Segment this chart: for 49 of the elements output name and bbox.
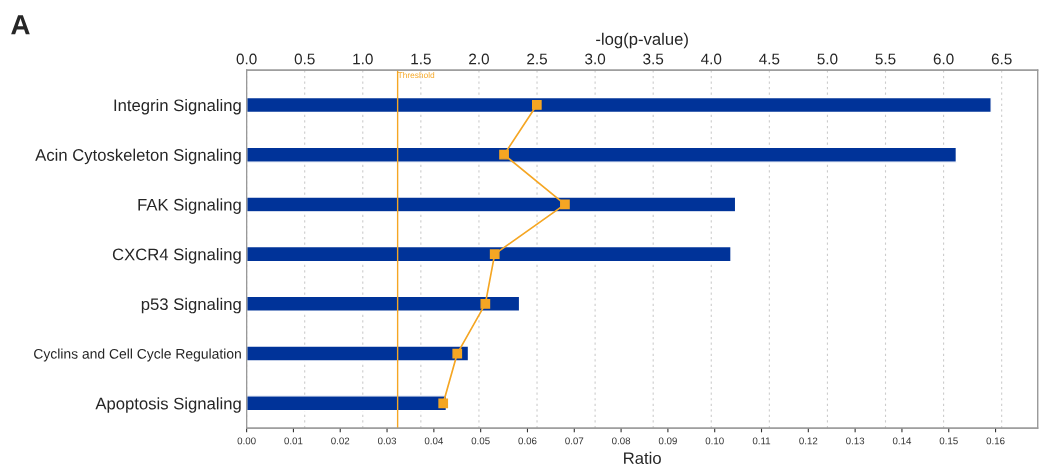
point <box>452 348 463 359</box>
x2-tick-label: 5.0 <box>817 53 838 65</box>
x2-tick-label: 3.5 <box>643 53 664 65</box>
point <box>560 199 570 210</box>
x2-tick-label: 5.5 <box>875 53 896 65</box>
x-tick-label: 0.07 <box>565 437 584 445</box>
point <box>499 149 509 160</box>
x2-tick-label: 0.5 <box>294 53 315 65</box>
x-tick-label: 0.01 <box>284 437 303 445</box>
x-axis-title: Ratio <box>624 451 661 465</box>
x2-tick-label: 3.0 <box>585 53 606 65</box>
x-tick-label: 0.06 <box>518 437 537 445</box>
x2-tick-label: 4.0 <box>701 53 722 65</box>
x-tick-label: 0.10 <box>705 437 724 445</box>
point <box>489 249 500 259</box>
x2-tick-label: 2.0 <box>469 53 489 65</box>
x-tick-label: 0.14 <box>892 437 912 445</box>
y-tick-label: CXCR4 Signaling <box>112 248 241 264</box>
x2-tick-label: 1.5 <box>411 53 431 65</box>
x2-tick-label: 2.5 <box>527 53 548 65</box>
ref-line-label: Threshold <box>397 71 435 79</box>
x2-axis-title: -log(p-value) <box>596 32 688 49</box>
x-tick-label: 0.11 <box>752 437 771 445</box>
x-tick-label: 0.15 <box>939 437 958 445</box>
x2-tick-label: 6.0 <box>933 53 954 65</box>
point <box>480 298 491 309</box>
x-tick-label: 0.00 <box>237 437 256 445</box>
x2-tick-label: 6.5 <box>991 53 1012 65</box>
y-tick-label: FAK Signaling <box>138 198 241 214</box>
y-tick-label: Apoptosis Signaling <box>95 397 241 413</box>
x-tick-label: 0.03 <box>377 437 397 445</box>
x-tick-label: 0.13 <box>846 437 865 445</box>
x-tick-label: 0.04 <box>424 437 444 445</box>
x-tick-label: 0.05 <box>471 437 490 445</box>
point <box>438 398 449 409</box>
x2-tick-label: 0.0 <box>236 53 257 65</box>
point <box>531 100 542 110</box>
x-tick-label: 0.16 <box>986 437 1005 445</box>
x-tick-label: 0.02 <box>331 437 350 445</box>
x-tick-label: 0.08 <box>612 437 631 445</box>
x2-tick-label: 4.5 <box>759 53 780 65</box>
y-tick-label: Acin Cytoskeleton Signaling <box>35 148 241 165</box>
x-tick-label: 0.12 <box>799 437 818 445</box>
y-tick-label: p53 Signaling <box>141 297 241 314</box>
x2-tick-label: 1.0 <box>353 53 373 65</box>
x-tick-label: 0.09 <box>658 437 677 445</box>
y-tick-label: Cyclins and Cell Cycle Regulation <box>34 348 241 362</box>
y-tick-label: Integrin Signaling <box>114 98 241 115</box>
text: A <box>11 15 30 35</box>
